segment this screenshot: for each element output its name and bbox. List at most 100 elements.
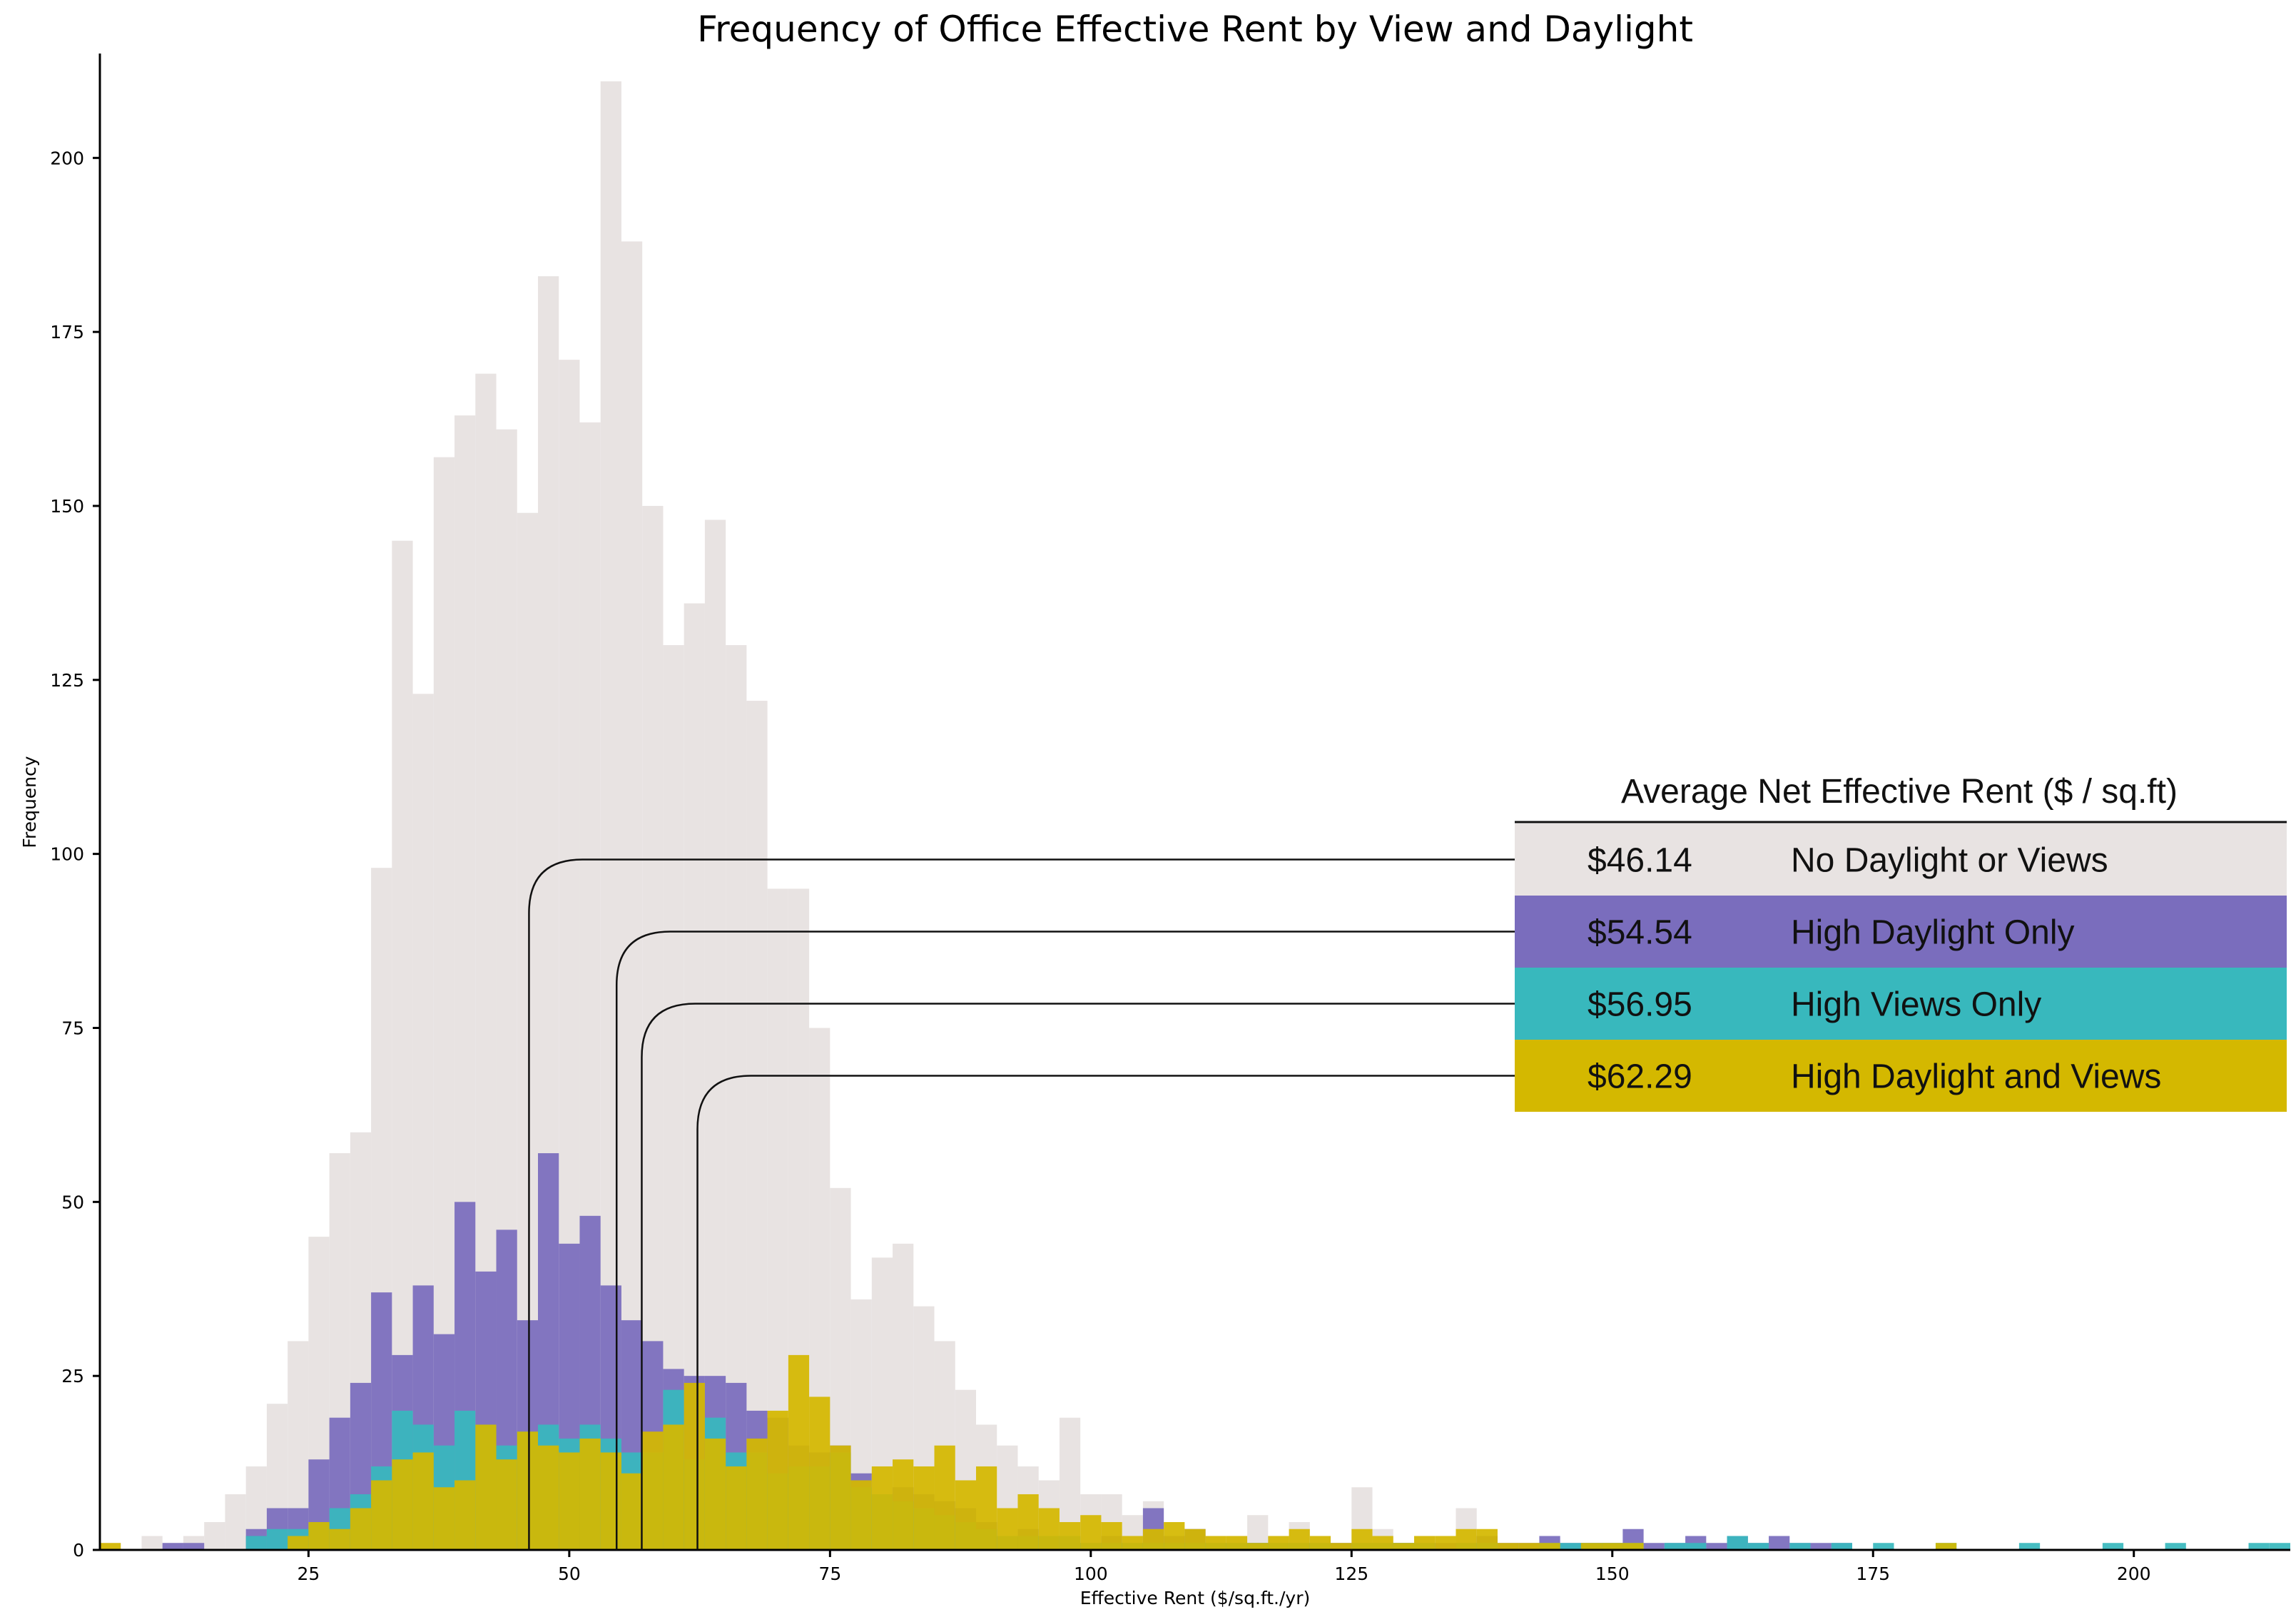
legend-value: $54.54 xyxy=(1588,914,1692,952)
histogram-bar xyxy=(1351,1529,1373,1550)
histogram-bar xyxy=(412,1452,434,1550)
y-tick-label: 75 xyxy=(61,1018,84,1038)
x-tick-label: 125 xyxy=(1334,1563,1368,1584)
histogram-bar xyxy=(1497,1543,1519,1550)
histogram-bar xyxy=(1539,1543,1560,1550)
legend-value: $56.95 xyxy=(1588,986,1692,1024)
histogram-bar xyxy=(559,1452,580,1550)
x-tick-label: 75 xyxy=(818,1563,841,1584)
legend-value: $46.14 xyxy=(1588,842,1692,880)
x-tick-label: 100 xyxy=(1074,1563,1108,1584)
histogram-bar xyxy=(2018,1543,2041,1550)
histogram-bar xyxy=(1393,1543,1414,1550)
histogram-bar xyxy=(1309,1536,1331,1550)
histogram-bar xyxy=(704,1438,726,1550)
histogram-bar xyxy=(204,1521,225,1550)
mean-leader-line xyxy=(641,1003,1515,1550)
x-tick-label: 150 xyxy=(1595,1563,1630,1584)
histogram-bar xyxy=(600,1452,621,1550)
histogram-bar xyxy=(141,1536,163,1550)
histogram-bar xyxy=(1017,1494,1039,1550)
histogram-bar xyxy=(1456,1529,1477,1550)
y-tick-label: 25 xyxy=(61,1366,84,1387)
mean-leader-line xyxy=(528,858,1515,1550)
legend-label: High Views Only xyxy=(1791,986,2041,1024)
histogram-bar xyxy=(850,1480,872,1550)
histogram-bar xyxy=(2165,1543,2186,1550)
chart-title: Frequency of Office Effective Rent by Vi… xyxy=(697,9,1693,50)
histogram-bar xyxy=(893,1459,914,1550)
legend-label: No Daylight or Views xyxy=(1791,842,2108,880)
histogram-bar xyxy=(642,1431,664,1550)
mean-leader-line xyxy=(615,931,1515,1550)
histogram-bar xyxy=(1769,1536,1790,1550)
histogram-bar xyxy=(1789,1543,1811,1550)
legend-value: $62.29 xyxy=(1588,1058,1692,1096)
histogram-bar xyxy=(1101,1521,1122,1550)
histogram-bar xyxy=(183,1543,205,1550)
histogram-bar xyxy=(1059,1521,1081,1550)
histogram-bar xyxy=(1873,1543,1894,1550)
histogram-bar xyxy=(1518,1543,1540,1550)
legend-swatch xyxy=(1515,968,2287,1040)
series-high-daylight-and-views xyxy=(100,1354,1957,1550)
histogram-bar xyxy=(746,701,768,1550)
legend-table: Average Net Effective Rent ($ / sq.ft) $… xyxy=(1515,773,2287,1112)
histogram-bar xyxy=(1476,1529,1498,1550)
histogram-bar xyxy=(517,1431,538,1550)
histogram-bar xyxy=(955,1480,976,1550)
legend-row: $54.54 High Daylight Only xyxy=(1515,896,2287,968)
legend-label: High Daylight and Views xyxy=(1791,1058,2161,1096)
mean-leader-lines xyxy=(528,858,1515,1550)
histogram-bar xyxy=(1935,1543,1957,1550)
y-tick-label: 200 xyxy=(50,148,84,168)
histogram-bar xyxy=(475,1424,497,1550)
histogram-bar xyxy=(1184,1529,1206,1550)
legend-title: Average Net Effective Rent ($ / sq.ft) xyxy=(1621,773,2178,811)
x-tick-label: 25 xyxy=(297,1563,320,1584)
histogram-bar xyxy=(350,1508,372,1550)
histogram-bar xyxy=(1435,1536,1456,1550)
histogram-bar xyxy=(1289,1529,1310,1550)
legend-label: High Daylight Only xyxy=(1791,914,2075,952)
y-tick-label: 50 xyxy=(61,1192,84,1212)
histogram-bar xyxy=(1247,1543,1269,1550)
y-tick-label: 0 xyxy=(73,1540,84,1561)
series-no-daylight-or-views xyxy=(100,81,1477,1551)
x-tick-label: 50 xyxy=(558,1563,581,1584)
histogram-bar xyxy=(308,1521,330,1550)
histogram-bar xyxy=(329,1529,350,1550)
x-axis-ticks: 25 50 75 100 125 150 175 200 xyxy=(297,1550,2151,1584)
histogram-bar xyxy=(1372,1536,1393,1550)
histogram-bar xyxy=(454,1480,476,1550)
histogram-bar xyxy=(830,1445,851,1550)
legend-row: $56.95 High Views Only xyxy=(1515,968,2287,1040)
histogram-bar xyxy=(1664,1543,1686,1550)
histogram-bar xyxy=(1810,1543,1832,1550)
histogram-bar xyxy=(1706,1543,1727,1550)
histogram-bar xyxy=(726,1466,747,1550)
histogram-bar xyxy=(1831,1543,1852,1550)
y-tick-label: 100 xyxy=(50,844,84,865)
histogram-bar xyxy=(976,1466,997,1550)
x-tick-label: 175 xyxy=(1856,1563,1890,1584)
histogram-bar xyxy=(1268,1536,1289,1550)
histogram-bar xyxy=(1643,1543,1665,1550)
histogram-bar xyxy=(809,1396,830,1550)
histogram-bar xyxy=(621,1473,643,1550)
histogram-bar xyxy=(225,1494,246,1550)
histogram-bar xyxy=(538,1445,559,1550)
histogram-bar xyxy=(1331,1543,1352,1550)
histogram-bar xyxy=(746,1438,768,1550)
histogram-bar xyxy=(871,1466,893,1550)
x-axis-label: Effective Rent ($/sq.ft./yr) xyxy=(1080,1588,1311,1608)
histogram-bar xyxy=(579,1438,601,1550)
histogram-bar xyxy=(1560,1543,1581,1550)
y-axis-ticks: 0 25 50 75 100 125 150 175 200 xyxy=(50,148,100,1561)
histogram-bar xyxy=(392,1459,413,1550)
histogram-bar xyxy=(1205,1536,1226,1550)
histogram-bar xyxy=(2102,1543,2124,1550)
legend-row: $46.14 No Daylight or Views xyxy=(1515,823,2287,896)
histogram-bar xyxy=(371,1480,392,1550)
